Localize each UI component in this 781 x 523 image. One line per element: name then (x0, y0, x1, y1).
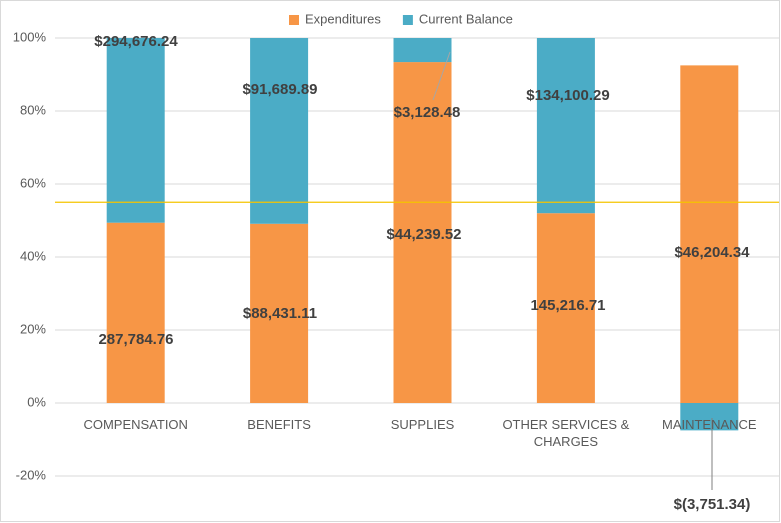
bar-segment (393, 62, 452, 404)
x-tick-label: OTHER SERVICES & CHARGES (502, 417, 630, 449)
bar-segment (106, 38, 165, 223)
bar-segment (536, 213, 595, 403)
legend-swatch (289, 15, 299, 25)
legend-label: Current Balance (419, 11, 513, 26)
data-label: $134,100.29 (526, 87, 609, 104)
x-tick-label: MAINTENANCE (661, 417, 757, 432)
x-tick-label: BENEFITS (247, 417, 311, 432)
y-tick-label: 60% (20, 175, 46, 190)
leader-line (432, 51, 451, 101)
data-label: $294,676.24 (94, 33, 178, 50)
data-label: 287,784.76 (98, 331, 173, 348)
y-tick-label: 0% (27, 394, 46, 409)
y-tick-label: 40% (20, 248, 46, 263)
bar-segment (250, 223, 309, 403)
legend-swatch (402, 15, 413, 25)
data-label: $91,689.89 (242, 81, 317, 98)
legend-label: Expenditures (305, 11, 381, 26)
y-tick-label: 20% (20, 321, 46, 336)
data-label: $44,239.52 (386, 226, 461, 243)
bar-segment (536, 38, 595, 214)
y-tick-label: 100% (13, 29, 47, 44)
bar-segment (393, 38, 452, 63)
data-label: 145,216.71 (530, 297, 605, 314)
data-label: $(3,751.34) (674, 496, 751, 513)
x-tick-label: SUPPLIES (390, 417, 455, 432)
bar-segment (680, 403, 739, 431)
y-tick-label: 80% (20, 102, 46, 117)
data-label: $3,128.48 (394, 104, 461, 121)
bar-segment (250, 38, 309, 224)
y-tick-label: -20% (16, 467, 47, 482)
bar-segment (106, 222, 165, 403)
x-tick-label: COMPENSATION (83, 417, 188, 432)
data-label: $88,431.11 (243, 305, 317, 322)
data-label: $46,204.34 (674, 244, 750, 261)
bar-segment (680, 65, 739, 403)
